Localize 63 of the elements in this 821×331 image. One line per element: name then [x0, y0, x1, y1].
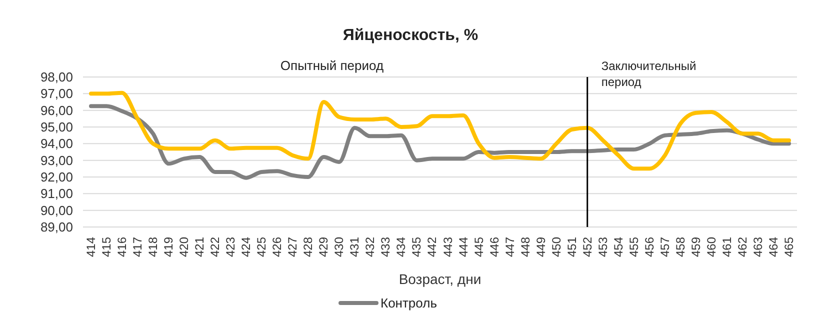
- x-tick-label: 449: [534, 236, 548, 258]
- x-tick-label: 461: [720, 236, 734, 258]
- x-tick-label: 465: [782, 236, 796, 258]
- x-tick-label: 434: [394, 236, 408, 258]
- x-tick-label: 424: [239, 236, 254, 258]
- text: Опытный период: [280, 58, 384, 73]
- x-tick-label: 448: [518, 236, 532, 258]
- x-tick-label: 430: [332, 236, 346, 258]
- x-tick-label: 452: [580, 236, 594, 258]
- x-tick-label: 457: [658, 236, 672, 258]
- x-axis-title: Возраст, дни: [398, 271, 482, 287]
- x-tick-label: 419: [162, 236, 176, 258]
- x-tick-label: 455: [626, 236, 641, 258]
- y-tick-label: 96,00: [40, 102, 73, 118]
- x-tick-label: 433: [378, 236, 393, 258]
- legend-label: Контроль: [380, 296, 438, 311]
- x-tick-label: 443: [440, 236, 455, 258]
- x-tick-label: 450: [549, 236, 564, 258]
- ref-line-label: Заключительный период: [601, 59, 696, 89]
- y-tick-label: 89,00: [40, 220, 73, 235]
- x-tick-label: 454: [611, 236, 626, 258]
- line-series: [89, 104, 791, 180]
- x-tick-label: 444: [456, 236, 470, 258]
- x-tick-label: 420: [177, 236, 192, 258]
- x-tick-label: 463: [750, 236, 765, 258]
- x-tick-label: 429: [316, 236, 331, 258]
- x-tick-label: 460: [704, 236, 718, 258]
- line-series: [89, 90, 791, 171]
- x-tick-label: 442: [425, 236, 440, 258]
- x-tick-label: 422: [208, 236, 222, 258]
- x-tick-label: 451: [564, 236, 579, 258]
- y-tick-label: 93,00: [40, 152, 73, 168]
- x-tick-label: 426: [270, 236, 284, 258]
- x-tick-label: 423: [224, 236, 238, 258]
- x-tick-label: 416: [115, 236, 130, 258]
- y-tick-label: 94,00: [40, 136, 73, 152]
- y-tick-label: 92,00: [40, 170, 73, 185]
- x-tick-label: 415: [100, 236, 114, 258]
- y-tick-label: 97,00: [40, 86, 73, 102]
- y-tick-label: 95,00: [40, 120, 73, 135]
- x-tick-label: 446: [487, 236, 502, 258]
- x-tick-label: 464: [766, 236, 780, 258]
- y-tick-label: 91,00: [40, 186, 73, 202]
- x-tick-label: 421: [192, 236, 207, 258]
- x-tick-label: 427: [286, 236, 300, 258]
- x-tick-label: 435: [410, 236, 424, 258]
- x-tick-label: 425: [254, 236, 269, 258]
- y-tick-label: 90,00: [40, 202, 73, 218]
- x-tick-label: 458: [673, 236, 688, 258]
- x-tick-label: 456: [642, 236, 656, 258]
- x-tick-label: 447: [502, 236, 517, 258]
- chart-title: Яйценоскость, %: [342, 27, 478, 44]
- x-tick-label: 417: [130, 236, 145, 258]
- y-tick-label: 98,00: [40, 70, 73, 85]
- x-tick-label: 459: [688, 236, 703, 258]
- x-tick-label: 414: [84, 236, 98, 258]
- x-tick-label: 431: [348, 236, 362, 258]
- x-tick-label: 453: [596, 236, 610, 258]
- x-tick-label: 445: [472, 236, 486, 258]
- x-tick-label: 428: [301, 236, 316, 258]
- x-tick-label: 418: [146, 236, 160, 258]
- x-tick-label: 462: [735, 236, 750, 258]
- x-tick-label: 432: [363, 236, 378, 258]
